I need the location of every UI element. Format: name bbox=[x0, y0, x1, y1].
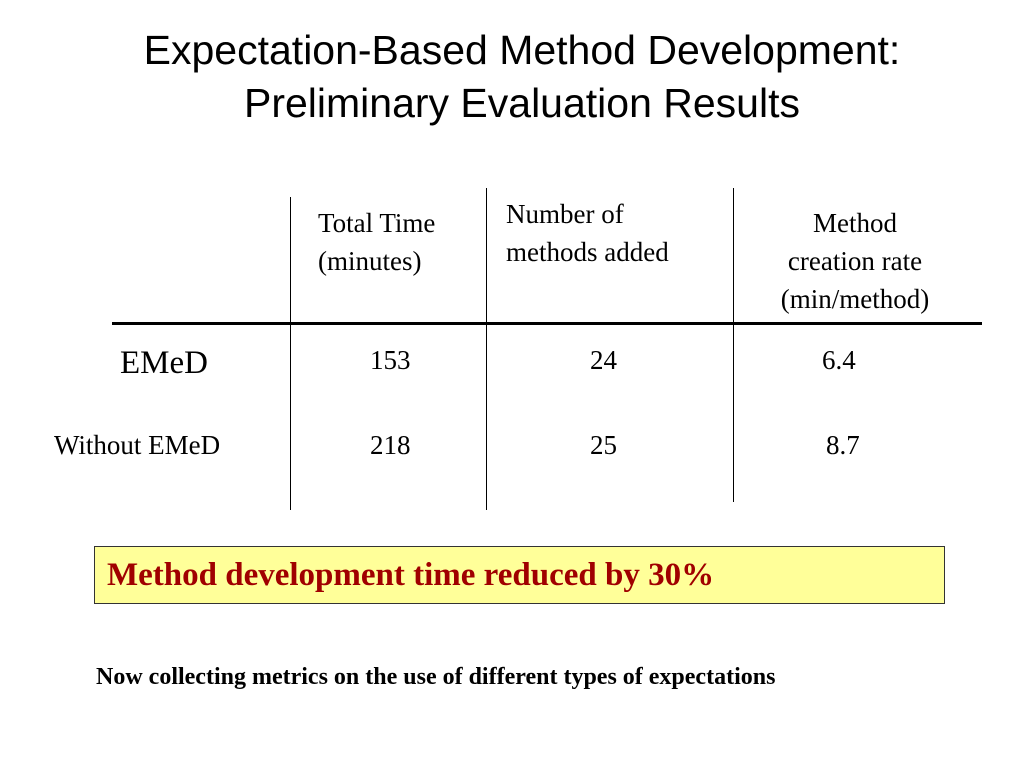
highlight-callout: Method development time reduced by 30% bbox=[94, 546, 945, 604]
header-creation-rate-line-2: creation rate bbox=[787, 245, 923, 276]
header-creation-rate: Method creation rate (min/method) bbox=[755, 205, 955, 318]
header-total-time-line-2: (minutes) bbox=[318, 245, 422, 276]
page-title-line-2: Preliminary Evaluation Results bbox=[243, 80, 800, 127]
callout-text: Method development time reduced by 30% bbox=[107, 557, 715, 593]
column-divider-1 bbox=[290, 197, 291, 510]
header-methods-added-line-1: Number of bbox=[506, 199, 624, 229]
header-creation-rate-line-3: (min/method) bbox=[780, 283, 930, 314]
header-creation-rate-line-1: Method bbox=[813, 208, 897, 238]
header-methods-added-line-2: methods added bbox=[506, 236, 669, 267]
cell-emed-methods-added: 24 bbox=[590, 345, 617, 375]
row-label-without-emed: Without EMeD bbox=[54, 430, 221, 460]
column-divider-2 bbox=[486, 188, 487, 510]
column-divider-3 bbox=[733, 188, 734, 502]
header-total-time: Total Time (minutes) bbox=[318, 205, 435, 281]
header-total-time-line-1: Total Time bbox=[318, 208, 436, 238]
page-title-line-1: Expectation-Based Method Development: bbox=[143, 27, 901, 73]
cell-emed-total-time: 153 bbox=[370, 345, 411, 375]
cell-without-emed-methods-added: 25 bbox=[590, 430, 617, 460]
row-label-emed: EMeD bbox=[120, 345, 208, 381]
cell-emed-creation-rate: 6.4 bbox=[822, 345, 856, 375]
footnote: Now collecting metrics on the use of dif… bbox=[96, 664, 776, 690]
cell-without-emed-creation-rate: 8.7 bbox=[826, 430, 860, 460]
cell-without-emed-total-time: 218 bbox=[370, 430, 411, 460]
page-title: Expectation-Based Method Development: Pr… bbox=[20, 24, 1024, 131]
header-methods-added: Number of methods added bbox=[506, 196, 669, 272]
header-rule bbox=[112, 322, 982, 325]
